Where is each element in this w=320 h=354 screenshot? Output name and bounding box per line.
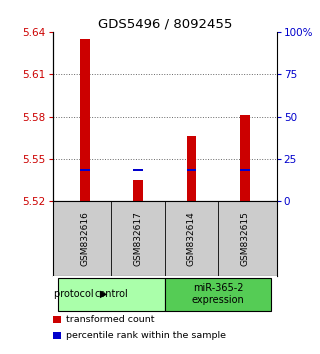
Bar bbox=[53, 332, 61, 338]
Bar bbox=[187, 169, 196, 171]
Bar bbox=[240, 169, 250, 171]
Text: control: control bbox=[95, 289, 128, 299]
Bar bbox=[165, 278, 271, 311]
Text: miR-365-2
expression: miR-365-2 expression bbox=[192, 284, 244, 305]
Text: percentile rank within the sample: percentile rank within the sample bbox=[66, 331, 226, 340]
Bar bbox=[240, 115, 250, 201]
Text: protocol  ▶: protocol ▶ bbox=[54, 289, 107, 299]
Bar bbox=[133, 169, 143, 171]
Text: GSM832616: GSM832616 bbox=[80, 211, 89, 266]
Bar bbox=[133, 180, 143, 201]
Text: GSM832615: GSM832615 bbox=[240, 211, 249, 266]
Bar bbox=[58, 278, 165, 311]
Bar bbox=[80, 169, 90, 171]
Text: GSM832614: GSM832614 bbox=[187, 211, 196, 266]
Title: GDS5496 / 8092455: GDS5496 / 8092455 bbox=[98, 18, 232, 31]
Bar bbox=[187, 136, 196, 201]
Bar bbox=[80, 39, 90, 201]
Text: GSM832617: GSM832617 bbox=[134, 211, 143, 266]
Bar bbox=[53, 316, 61, 322]
Text: transformed count: transformed count bbox=[66, 315, 155, 324]
